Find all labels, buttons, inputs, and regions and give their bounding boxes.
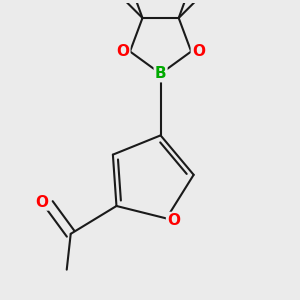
Text: O: O	[35, 194, 48, 209]
Text: O: O	[116, 44, 129, 59]
Text: O: O	[167, 213, 180, 228]
Text: O: O	[192, 44, 205, 59]
Text: B: B	[155, 66, 167, 81]
